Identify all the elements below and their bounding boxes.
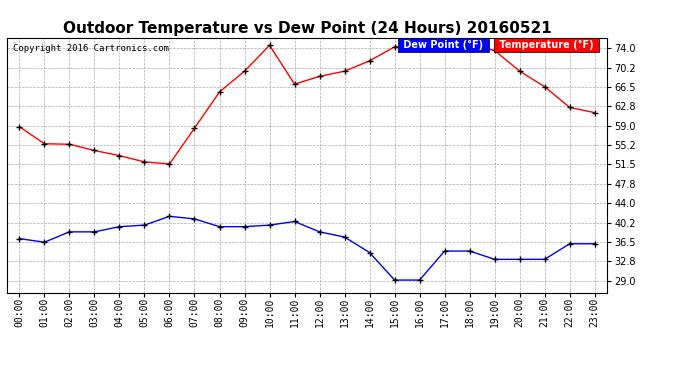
Title: Outdoor Temperature vs Dew Point (24 Hours) 20160521: Outdoor Temperature vs Dew Point (24 Hou… [63,21,551,36]
Text: Temperature (°F): Temperature (°F) [496,40,597,50]
Text: Copyright 2016 Cartronics.com: Copyright 2016 Cartronics.com [13,44,169,53]
Text: Dew Point (°F): Dew Point (°F) [400,40,486,50]
